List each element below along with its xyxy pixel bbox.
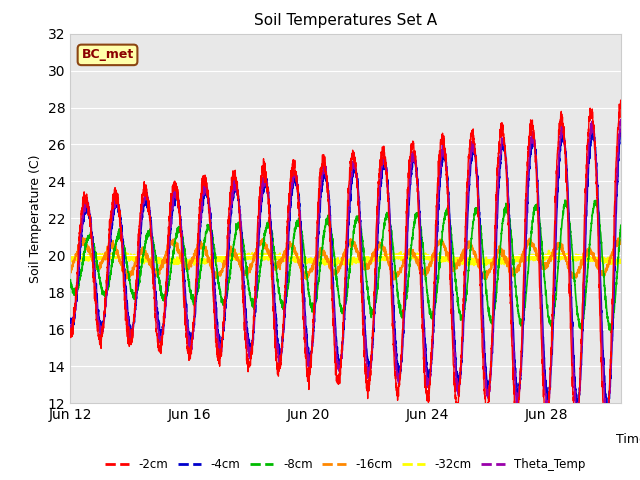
Legend: -2cm, -4cm, -8cm, -16cm, -32cm, Theta_Temp: -2cm, -4cm, -8cm, -16cm, -32cm, Theta_Te… [100, 454, 591, 476]
Y-axis label: Soil Temperature (C): Soil Temperature (C) [29, 154, 42, 283]
Title: Soil Temperatures Set A: Soil Temperatures Set A [254, 13, 437, 28]
X-axis label: Time: Time [616, 433, 640, 446]
Text: BC_met: BC_met [81, 48, 134, 61]
